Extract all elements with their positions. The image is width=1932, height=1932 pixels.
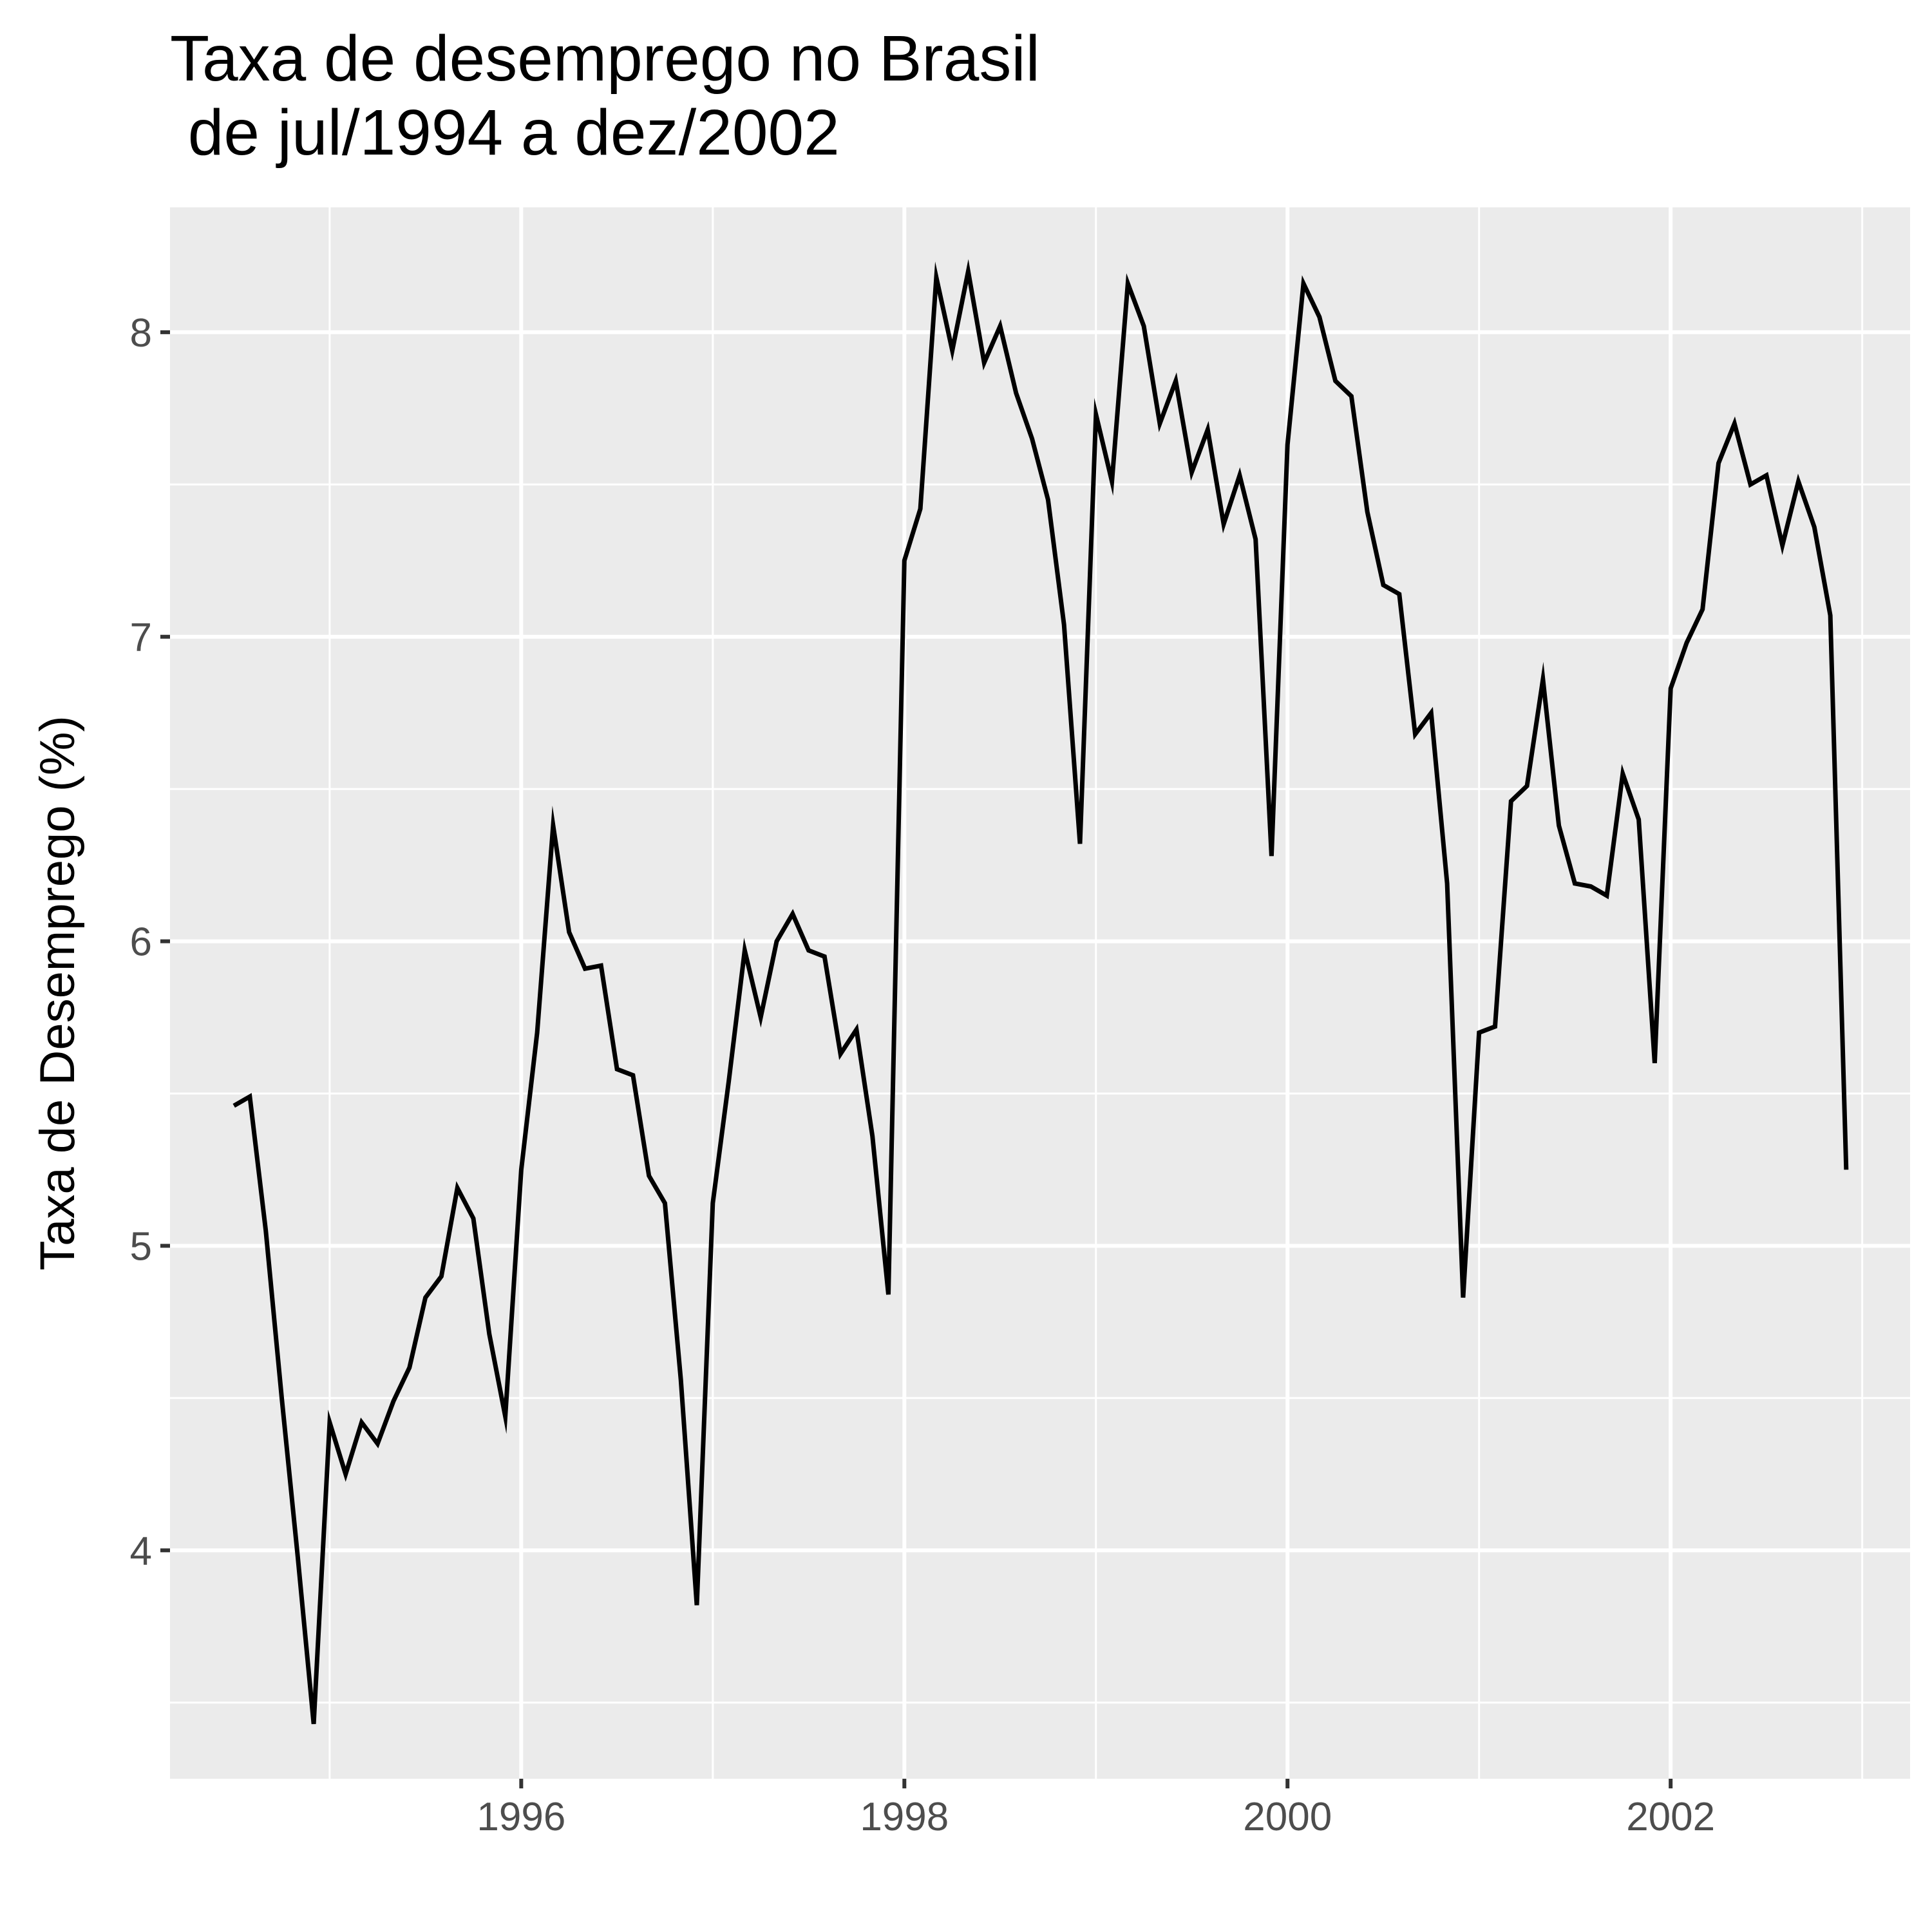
unemployment-rate-line: [232, 259, 1849, 1725]
chart-title-line-1: Taxa de desemprego no Brasil: [170, 23, 1040, 95]
y-tick-label: 7: [130, 616, 152, 660]
x-tick-label: 2000: [1243, 1795, 1332, 1839]
y-tick-label: 8: [130, 311, 152, 355]
x-tick-label: 1998: [860, 1795, 949, 1839]
y-tick-label: 4: [130, 1529, 152, 1573]
y-tick-label: 6: [130, 920, 152, 965]
y-axis: 4 5 6 7 8: [130, 311, 170, 1573]
x-axis: 1996 1998 2000 2002: [477, 1779, 1715, 1839]
chart-title-line-2: de jul/1994 a dez/2002: [170, 97, 840, 169]
y-tick-label: 5: [130, 1224, 152, 1269]
y-axis-title: Taxa de Desemprego (%): [30, 715, 85, 1271]
x-tick-label: 1996: [477, 1795, 565, 1839]
x-tick-label: 2002: [1626, 1795, 1715, 1839]
